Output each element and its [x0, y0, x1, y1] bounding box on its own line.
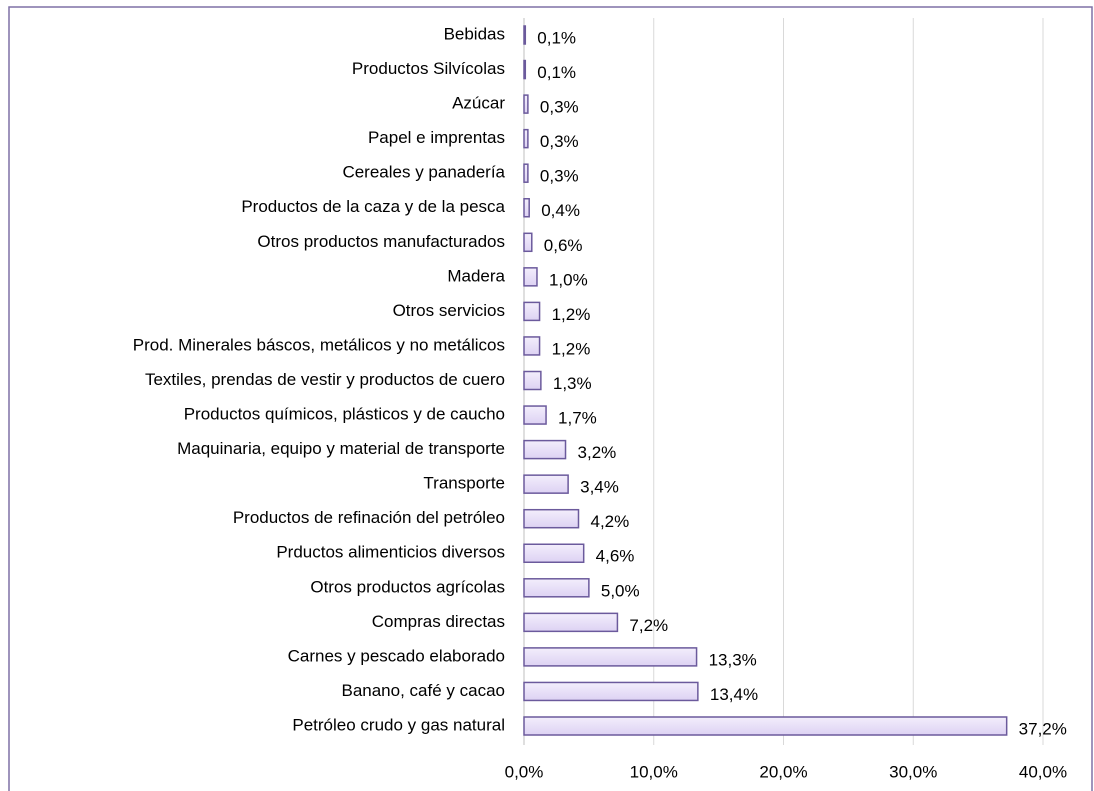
y-tick-label: Productos químicos, plásticos y de cauch…: [184, 405, 505, 424]
value-label: 4,6%: [596, 547, 635, 566]
bar: [523, 681, 699, 702]
bar: [523, 59, 527, 80]
y-tick-label: Textiles, prendas de vestir y productos …: [145, 370, 505, 389]
y-tick-label: Productos de la caza y de la pesca: [241, 197, 505, 216]
bar: [523, 301, 541, 322]
bar: [523, 198, 530, 218]
value-label: 0,3%: [540, 98, 579, 117]
value-label: 0,1%: [537, 28, 576, 47]
value-label: 0,3%: [540, 132, 579, 151]
y-tick-label: Prductos alimenticios diversos: [276, 543, 505, 562]
y-tick-label: Maquinaria, equipo y material de transpo…: [177, 439, 505, 458]
value-label: 3,2%: [578, 443, 617, 462]
value-label: 1,7%: [558, 409, 597, 428]
bar: [523, 25, 527, 45]
value-label: 37,2%: [1019, 719, 1067, 738]
y-tick-label: Papel e imprentas: [368, 128, 505, 147]
y-tick-label: Carnes y pescado elaborado: [288, 646, 505, 665]
value-label: 13,3%: [709, 650, 757, 669]
y-tick-label: Productos Silvícolas: [352, 59, 505, 78]
y-tick-label: Otros servicios: [393, 301, 505, 320]
y-tick-label: Madera: [447, 266, 505, 285]
bar: [523, 267, 538, 287]
y-tick-label: Productos de refinación del petróleo: [233, 508, 505, 527]
bar: [523, 543, 585, 563]
bar: [523, 474, 569, 494]
bar: [523, 405, 547, 425]
bar: [523, 370, 542, 391]
bar: [523, 578, 590, 598]
value-label: 0,4%: [541, 201, 580, 220]
bar: [523, 716, 1008, 736]
x-tick-label: 10,0%: [630, 762, 678, 781]
value-label: 1,0%: [549, 270, 588, 289]
bar: [523, 128, 529, 149]
bar: [523, 163, 529, 183]
bar: [523, 612, 619, 633]
y-tick-label: Banano, café y cacao: [341, 681, 505, 700]
value-label: 3,4%: [580, 478, 619, 497]
bar: [523, 508, 580, 529]
x-tick-label: 20,0%: [759, 762, 807, 781]
bar: [523, 336, 541, 356]
value-label: 4,2%: [590, 512, 629, 531]
value-label: 0,1%: [537, 63, 576, 82]
x-tick-label: 40,0%: [1019, 762, 1067, 781]
bar: [523, 647, 698, 667]
value-label: 5,0%: [601, 581, 640, 600]
bar: [523, 439, 567, 460]
value-label: 13,4%: [710, 685, 758, 704]
y-tick-label: Transporte: [423, 474, 505, 493]
value-label: 0,3%: [540, 167, 579, 186]
y-tick-label: Otros productos agrícolas: [310, 577, 505, 596]
bar: [523, 232, 533, 253]
value-label: 1,2%: [552, 339, 591, 358]
y-tick-label: Petróleo crudo y gas natural: [292, 715, 505, 734]
x-tick-label: 30,0%: [889, 762, 937, 781]
x-tick-label: 0,0%: [505, 762, 544, 781]
bar: [523, 94, 529, 114]
y-tick-label: Otros productos manufacturados: [257, 232, 505, 251]
value-label: 7,2%: [629, 616, 668, 635]
chart-frame: [8, 6, 1093, 791]
value-label: 1,2%: [552, 305, 591, 324]
value-label: 1,3%: [553, 374, 592, 393]
value-label: 0,6%: [544, 236, 583, 255]
y-tick-label: Compras directas: [372, 612, 505, 631]
y-tick-label: Cereales y panadería: [342, 163, 505, 182]
y-tick-label: Bebidas: [444, 24, 505, 43]
y-tick-label: Prod. Minerales báscos, metálicos y no m…: [133, 335, 505, 354]
y-tick-label: Azúcar: [452, 94, 505, 113]
